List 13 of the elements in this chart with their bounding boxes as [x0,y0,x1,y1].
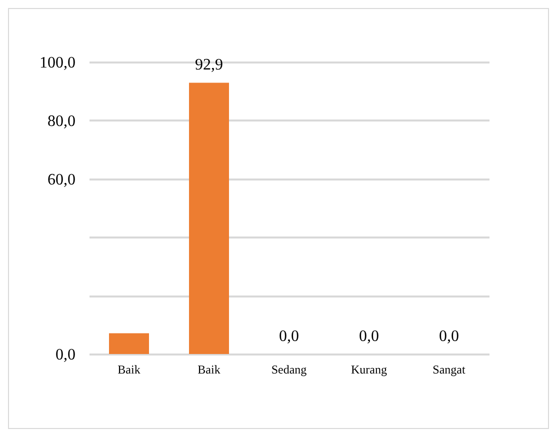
y-tick-label: 60,0 [48,171,76,188]
x-tick-label: Baik [198,362,220,376]
data-label: 0,0 [279,328,299,345]
y-tick-label: 80,0 [48,112,76,130]
y-tick-label: 100,0 [40,54,76,72]
x-tick-label: Sedang [271,362,307,376]
data-label: 0,0 [439,328,459,345]
x-tick-label: Kurang [351,362,387,376]
x-tick-label: Sangat [432,362,466,376]
data-label: 92,9 [195,56,223,74]
x-tick-label: Baik [118,362,140,376]
data-label: 0,0 [359,328,379,345]
y-tick-label: 0,0 [56,346,76,364]
